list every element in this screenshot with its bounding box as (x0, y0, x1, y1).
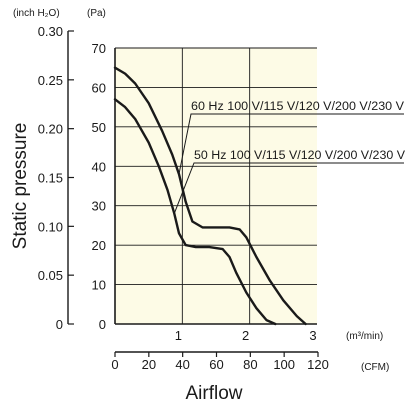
y-secondary-unit-label: (inch H₂O) (13, 8, 60, 19)
leader-line-60hz (178, 113, 404, 175)
x-secondary-tick-label-6: 120 (307, 357, 329, 372)
x-primary-tick-label-1: 1 (175, 328, 182, 343)
curve-series-0 (113, 66, 307, 326)
y-primary-tick-label-2: 20 (92, 238, 106, 253)
x-secondary-tick-label-4: 80 (243, 357, 257, 372)
legend-60hz: 60 Hz 100 V/115 V/120 V/200 V/230 V (191, 101, 404, 113)
plot-background (115, 48, 317, 324)
y-secondary-tick-label-4: 0.20 (38, 122, 63, 137)
x-primary-tick-label-2: 2 (242, 328, 249, 343)
y-secondary-tick-label-5: 0.25 (38, 73, 63, 88)
x-secondary-tick-label-1: 20 (142, 357, 156, 372)
y-primary-tick-label-5: 50 (92, 120, 106, 135)
y-secondary-tick-label-2: 0.10 (38, 219, 63, 234)
legend-leaders (173, 113, 404, 214)
curve-series-1 (113, 98, 277, 326)
grid (115, 47, 317, 324)
y-primary-tick-label-3: 30 (92, 199, 106, 214)
x-secondary-tick-label-5: 100 (273, 357, 295, 372)
y-primary-tick-label-0: 0 (99, 317, 106, 332)
legend-50hz: 50 Hz 100 V/115 V/120 V/200 V/230 V (194, 150, 405, 162)
x-secondary-unit-label: (CFM) (361, 362, 389, 373)
y-primary-tick-label-1: 10 (92, 278, 106, 293)
y-secondary-tick-label-1: 0.05 (38, 268, 63, 283)
x-secondary-tick-label-3: 60 (209, 357, 223, 372)
y-secondary-tick-label-0: 0 (56, 317, 63, 332)
y-secondary-tick-label-6: 0.30 (38, 24, 63, 39)
curves (113, 66, 307, 326)
x-axis-title: Airflow (185, 383, 242, 404)
y-primary-tick-label-7: 70 (92, 41, 106, 56)
y-primary-unit-label: (Pa) (87, 8, 106, 19)
x-secondary-tick-label-0: 0 (111, 357, 118, 372)
y-primary-tick-label-6: 60 (92, 80, 106, 95)
y-axis-title: Static pressure (10, 123, 31, 250)
x-secondary-tick-label-2: 40 (175, 357, 189, 372)
x-primary-unit-label: (m³/min) (346, 331, 383, 342)
y-primary-tick-label-4: 40 (92, 159, 106, 174)
x-primary-tick-label-3: 3 (309, 328, 316, 343)
y-secondary-tick-label-3: 0.15 (38, 171, 63, 186)
leader-line-50hz (173, 162, 404, 214)
